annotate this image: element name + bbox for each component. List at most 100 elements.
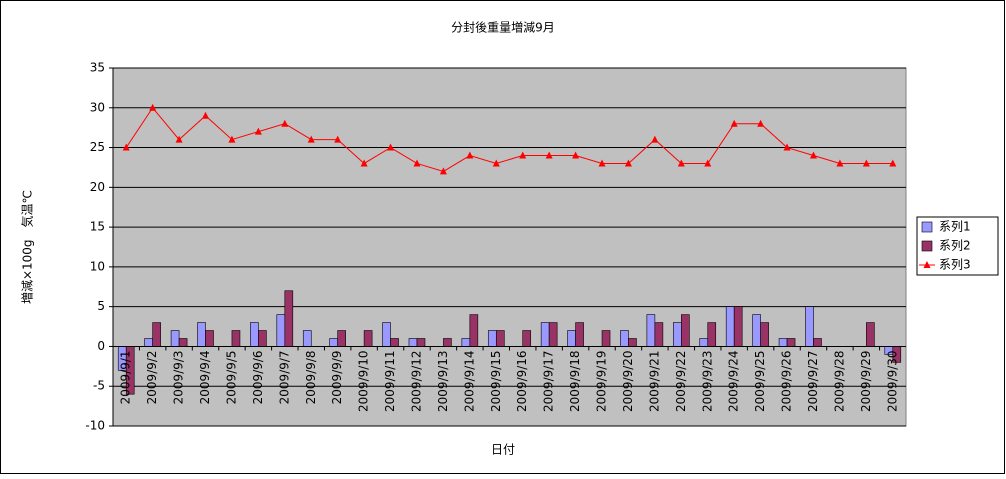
marker <box>413 159 421 167</box>
marker <box>149 103 157 111</box>
x-tick-label: 2009/9/6 <box>251 350 265 404</box>
marker <box>466 151 474 159</box>
legend-label: 系列2 <box>939 239 971 253</box>
bar <box>284 290 294 347</box>
x-tick-label: 2009/9/18 <box>568 350 582 412</box>
x-tick-label: 2009/9/5 <box>224 350 238 404</box>
marker <box>281 119 289 127</box>
marker <box>202 111 210 119</box>
bar <box>707 322 717 347</box>
bar <box>778 338 788 347</box>
bar <box>250 322 259 347</box>
marker <box>783 143 791 151</box>
bar <box>699 338 709 347</box>
marker <box>624 159 632 167</box>
bar <box>601 330 611 347</box>
bar <box>733 306 743 347</box>
x-tick-label: 2009/9/4 <box>198 350 212 404</box>
marker <box>334 135 342 143</box>
y-tick-label: 20 <box>90 180 105 194</box>
bar <box>681 314 690 347</box>
marker <box>836 159 844 167</box>
marker <box>360 159 368 167</box>
marker <box>757 119 765 127</box>
marker <box>122 143 130 151</box>
x-tick-label: 2009/9/29 <box>859 350 873 412</box>
bar <box>673 322 682 347</box>
legend-swatch <box>921 221 933 233</box>
bar <box>337 330 346 347</box>
x-tick-label: 2009/9/22 <box>674 350 688 412</box>
line <box>125 106 893 172</box>
bar <box>548 322 558 347</box>
marker <box>598 159 606 167</box>
marker <box>809 151 817 159</box>
marker <box>572 151 580 159</box>
legend-label: 系列3 <box>939 258 971 272</box>
x-tick-label: 2009/9/25 <box>753 350 767 412</box>
x-tick-label: 2009/9/21 <box>647 350 661 412</box>
bar <box>646 314 656 347</box>
x-tick-label: 2009/9/1 <box>119 350 133 404</box>
x-tick-label: 2009/9/13 <box>436 350 450 412</box>
bar <box>408 338 418 347</box>
marker <box>545 151 553 159</box>
bar <box>363 330 373 347</box>
chart-title: 分封後重量増減9月 <box>451 20 555 35</box>
x-tick-label: 2009/9/20 <box>621 350 635 412</box>
bar <box>276 314 286 347</box>
x-tick-label: 2009/9/24 <box>727 350 741 412</box>
marker <box>307 135 315 143</box>
bar <box>620 330 629 347</box>
bar <box>205 330 214 347</box>
marker <box>492 159 500 167</box>
marker <box>651 135 659 143</box>
y-tick-label: 10 <box>90 259 105 273</box>
x-tick-label: 2009/9/7 <box>277 350 291 404</box>
y-tick-label: -5 <box>93 379 105 393</box>
bar <box>487 330 497 347</box>
bar <box>170 330 180 347</box>
bar <box>575 322 584 347</box>
bar <box>469 314 479 347</box>
bar <box>540 322 550 347</box>
x-tick-label: 2009/9/16 <box>515 350 529 412</box>
x-axis-label: 日付 <box>491 443 515 457</box>
x-tick-label: 2009/9/2 <box>145 350 159 404</box>
bar <box>752 314 761 347</box>
bar <box>152 322 161 347</box>
marker <box>228 135 236 143</box>
marker <box>862 159 870 167</box>
bar <box>786 338 796 347</box>
marker <box>175 135 183 143</box>
marker <box>730 119 738 127</box>
bar <box>302 330 312 347</box>
marker <box>387 143 395 151</box>
bar <box>461 338 471 347</box>
bar <box>390 338 399 347</box>
marker <box>519 151 527 159</box>
marker <box>704 159 712 167</box>
bar <box>567 330 576 347</box>
marker <box>889 159 897 167</box>
bar <box>813 338 822 347</box>
bar <box>416 338 426 347</box>
marker <box>677 159 685 167</box>
y-tick-label: 15 <box>90 220 105 234</box>
x-tick-label: 2009/9/8 <box>304 350 318 404</box>
bar <box>654 322 664 347</box>
x-tick-label: 2009/9/10 <box>357 350 371 412</box>
x-tick-label: 2009/9/3 <box>172 350 186 404</box>
x-tick-label: 2009/9/28 <box>832 350 846 412</box>
bar <box>231 330 241 347</box>
legend-marker <box>923 261 931 268</box>
legend-swatch <box>921 240 933 252</box>
x-tick-label: 2009/9/23 <box>700 350 714 412</box>
bar <box>178 338 188 347</box>
x-tick-label: 2009/9/19 <box>595 350 609 412</box>
plot-area <box>112 67 907 427</box>
bar <box>144 338 153 347</box>
y-tick-label: 5 <box>97 299 105 313</box>
bar <box>382 322 391 347</box>
